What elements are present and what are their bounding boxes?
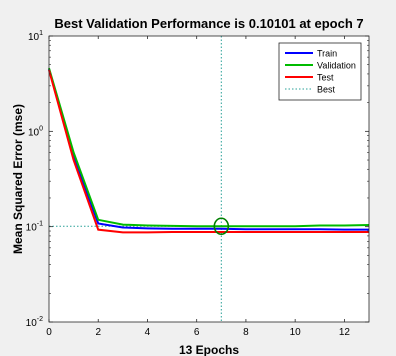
x-tick-label: 6: [194, 327, 200, 338]
chart-title: Best Validation Performance is 0.10101 a…: [54, 16, 363, 31]
legend-label-train: Train: [317, 49, 337, 59]
x-tick-label: 12: [339, 327, 351, 338]
plot-layer: [48, 36, 370, 322]
best-marker: [213, 217, 230, 236]
x-tick-label: 2: [95, 327, 101, 338]
x-axis-label: 13 Epochs: [179, 343, 239, 356]
legend-label-validation: Validation: [317, 61, 356, 71]
x-tick-label: 4: [145, 327, 151, 338]
ticks-layer: 0 2 4 6 8 10 12 10-2 10-1 100 101: [26, 30, 369, 338]
y-tick-label: 101: [28, 30, 43, 43]
y-tick-label: 100: [28, 125, 43, 138]
series-line-train: [48, 68, 369, 231]
legend: Train Validation Test Best: [278, 42, 362, 101]
legend-label-test: Test: [317, 73, 334, 83]
series-line-validation: [48, 67, 370, 228]
axes-frame: [48, 35, 370, 323]
legend-label-best: Best: [317, 85, 336, 95]
y-tick-label: 10-1: [26, 221, 43, 234]
y-tick-label: 10-2: [26, 316, 43, 329]
x-tick-label: 8: [243, 327, 249, 338]
series-line-test: [48, 69, 369, 234]
y-axis-label: Mean Squared Error (mse): [11, 104, 25, 254]
x-tick-label: 0: [46, 327, 52, 338]
x-tick-label: 10: [290, 327, 302, 338]
